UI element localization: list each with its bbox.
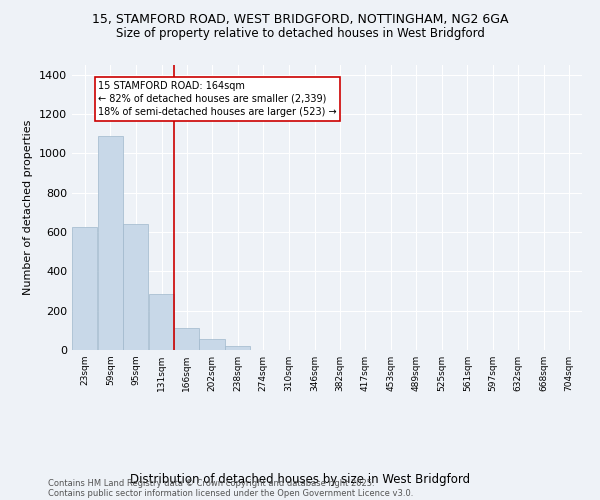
Bar (225, 346, 250, 350)
Text: Contains HM Land Registry data © Crown copyright and database right 2025.: Contains HM Land Registry data © Crown c… (48, 478, 374, 488)
Bar (174, 328, 199, 350)
Bar (98, 136, 123, 350)
Text: Distribution of detached houses by size in West Bridgford: Distribution of detached houses by size … (130, 472, 470, 486)
Bar (123, 224, 148, 350)
Bar (149, 294, 174, 350)
Bar (199, 339, 224, 350)
Y-axis label: Number of detached properties: Number of detached properties (23, 120, 34, 295)
Text: 15 STAMFORD ROAD: 164sqm
← 82% of detached houses are smaller (2,339)
18% of sem: 15 STAMFORD ROAD: 164sqm ← 82% of detach… (98, 80, 337, 117)
Text: Size of property relative to detached houses in West Bridgford: Size of property relative to detached ho… (116, 28, 484, 40)
Bar (72, 227, 97, 350)
Text: 15, STAMFORD ROAD, WEST BRIDGFORD, NOTTINGHAM, NG2 6GA: 15, STAMFORD ROAD, WEST BRIDGFORD, NOTTI… (92, 12, 508, 26)
Text: Contains public sector information licensed under the Open Government Licence v3: Contains public sector information licen… (48, 488, 413, 498)
